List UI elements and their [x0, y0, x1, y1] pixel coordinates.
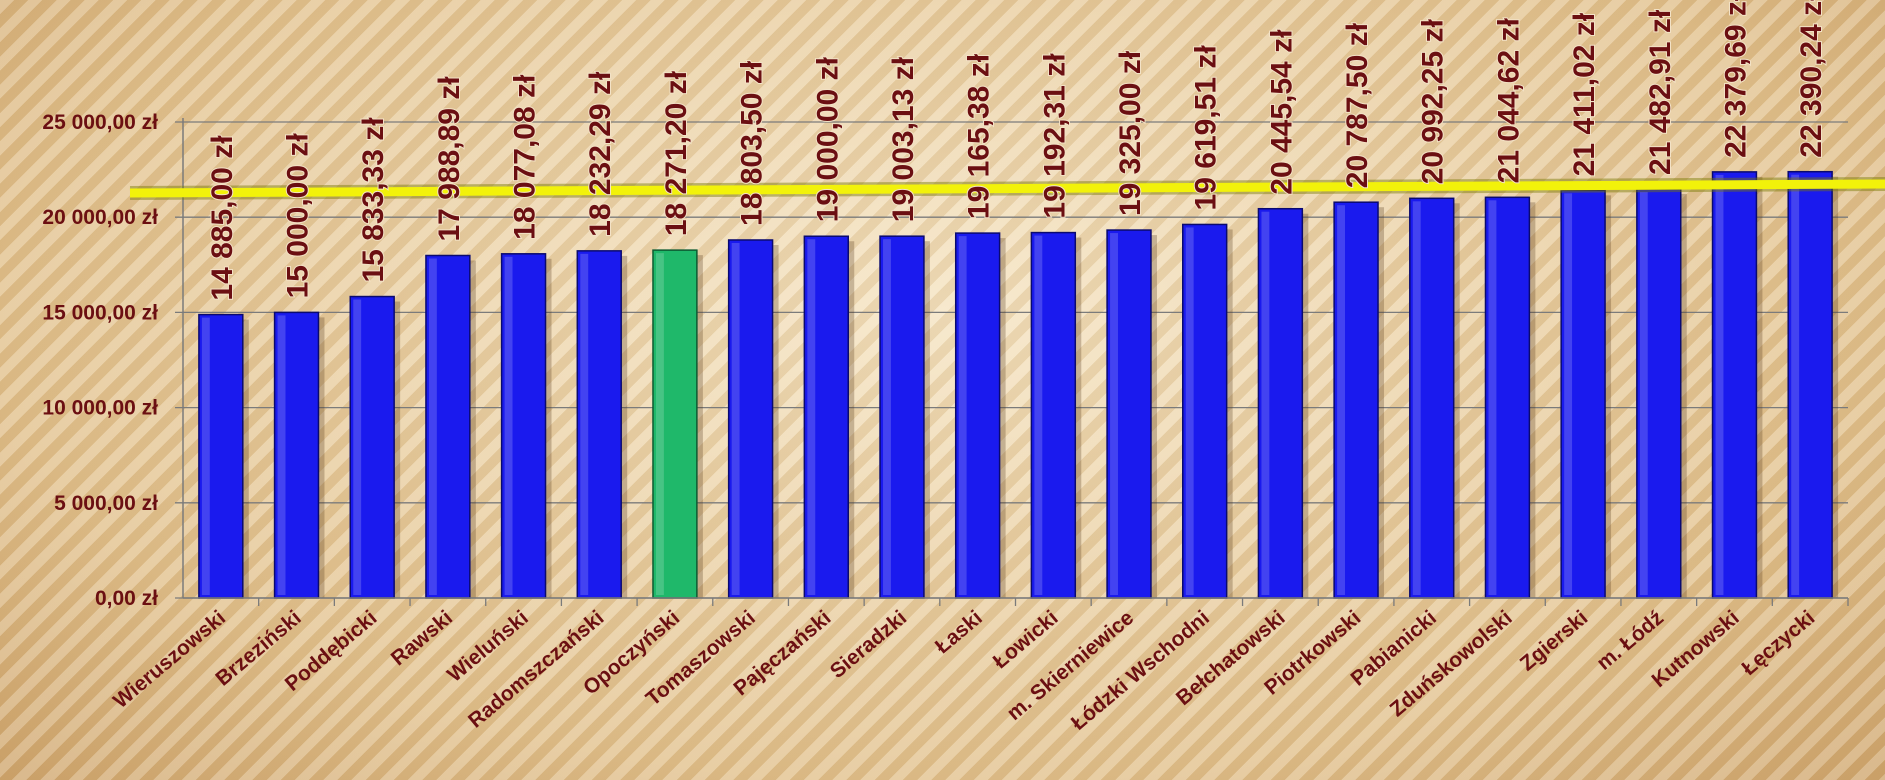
data-label: 15 000,00 zł: [282, 133, 315, 299]
bar-highlight-sheen: [201, 317, 210, 595]
bar-highlight-sheen: [1110, 233, 1118, 595]
bar: [1560, 189, 1606, 599]
bar: [803, 235, 849, 599]
data-labels: 14 885,00 zł 15 000,00 zł 15 833,33 zł 17 9…: [205, 0, 1829, 302]
bar-highlight-sheen: [277, 315, 286, 595]
trend-line-group: [129, 177, 1885, 200]
x-category-label: Łowicki: [989, 606, 1063, 673]
bar-highlight-sheen: [353, 299, 362, 595]
data-label: 21 482,91 zł: [1644, 9, 1677, 175]
bars: [198, 170, 1839, 599]
x-category-label: m. Łódź: [1592, 606, 1668, 675]
bar: [1484, 196, 1531, 599]
bar-highlight-sheen: [1412, 201, 1421, 595]
x-category-label: Zgierski: [1516, 606, 1592, 675]
bar: [273, 311, 320, 599]
data-label: 19 000,00 zł: [811, 56, 844, 222]
data-label: 15 833,33 zł: [357, 117, 390, 283]
data-label: 19 165,38 zł: [963, 53, 996, 219]
y-tick-label: 20 000,00 zł: [42, 206, 158, 229]
x-category-label: Wieruszowski: [109, 606, 230, 713]
data-label: 14 885,00 zł: [206, 135, 239, 301]
data-label: 20 992,25 zł: [1417, 19, 1450, 185]
x-category-label: m. Skierniewice: [1003, 606, 1139, 725]
y-axis: 0,00 zł 5 000,00 zł 10 000,00 zł 15 000,00 …: [42, 111, 184, 610]
data-label: 20 445,54 zł: [1265, 29, 1298, 195]
bar-highlight-sheen: [580, 253, 589, 596]
data-label: 18 232,29 zł: [584, 71, 617, 237]
data-label: 19 192,31 zł: [1038, 53, 1071, 219]
data-label: 17 988,89 zł: [433, 76, 466, 242]
bar-highlight-sheen: [428, 258, 437, 595]
bar-highlight-sheen: [731, 242, 740, 595]
data-label: 18 077,08 zł: [509, 74, 542, 240]
y-tick-label: 15 000,00 zł: [42, 301, 158, 324]
data-label: 21 044,62 zł: [1492, 18, 1525, 184]
bar: [727, 239, 774, 599]
bar: [349, 295, 395, 599]
bar-highlight-sheen: [1034, 235, 1043, 595]
bar: [879, 235, 925, 599]
x-category-label: Rawski: [387, 606, 457, 670]
data-label: 22 379,69 zł: [1719, 0, 1752, 158]
bar: [425, 254, 471, 599]
data-label: 19 325,00 zł: [1114, 50, 1147, 216]
bar: [1106, 229, 1152, 599]
y-tick-label: 10 000,00 zł: [42, 397, 158, 420]
data-label: 19 003,13 zł: [887, 56, 920, 222]
bar: [500, 253, 547, 599]
bar: [1182, 223, 1228, 599]
bar: [1636, 188, 1682, 599]
bar-highlight-sheen: [807, 239, 816, 596]
y-tick-label: 5 000,00 zł: [54, 492, 158, 515]
bar: [1787, 170, 1833, 599]
data-label: 22 390,24 zł: [1795, 0, 1828, 158]
data-label: 20 787,50 zł: [1341, 22, 1374, 188]
bar-highlight-sheen: [504, 256, 513, 595]
x-category-label: Łódzki Wschodni: [1067, 606, 1214, 735]
bar: [1333, 201, 1379, 599]
bar-highlight-sheen: [1564, 193, 1573, 596]
y-tick-label: 0,00 zł: [95, 587, 158, 610]
data-label: 19 619,51 zł: [1190, 45, 1223, 211]
bar-highlight-sheen: [655, 253, 664, 596]
x-category-label: Łęczycki: [1738, 606, 1820, 680]
data-label: 18 271,20 zł: [660, 70, 693, 236]
bar-highlight-sheen: [1715, 174, 1724, 596]
x-category-label: Sieradzki: [826, 606, 911, 683]
bar-highlight-sheen: [1185, 227, 1194, 596]
bar: [1409, 197, 1455, 599]
bar-highlight-sheen: [1337, 205, 1346, 595]
x-category-label: Radomszczański: [464, 606, 608, 732]
x-category-label: Łaski: [931, 606, 987, 658]
bar-highlight-sheen: [1261, 211, 1270, 595]
data-label: 21 411,02 zł: [1568, 12, 1601, 176]
y-tick-label: 25 000,00 zł: [42, 111, 158, 134]
bar-highlight-sheen: [1488, 200, 1497, 596]
bar-highlight-sheen: [958, 236, 967, 595]
bar: [954, 232, 1001, 599]
trend-line: [129, 179, 1885, 198]
bar-highlight-sheen: [883, 239, 891, 595]
bar: [198, 313, 244, 599]
bar: [576, 250, 622, 599]
data-label: 18 803,50 zł: [736, 60, 769, 226]
bar-highlight-sheen: [1639, 191, 1648, 595]
bar-highlight-sheen: [1791, 174, 1800, 596]
